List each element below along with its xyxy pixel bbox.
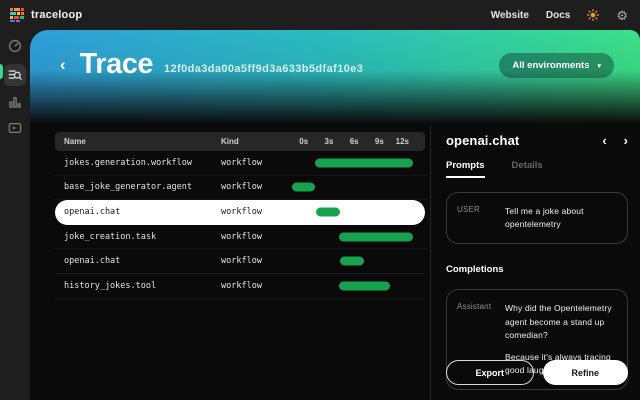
docs-link[interactable]: Docs	[545, 9, 571, 21]
spans-table-header: Name Kind 0s 3s 6s 9s 12s	[55, 132, 425, 151]
prompt-text: Tell me a joke about opentelemetry	[505, 206, 584, 230]
span-duration-bar	[315, 207, 340, 217]
span-kind: workflow	[221, 280, 262, 291]
brand[interactable]: traceloop	[10, 8, 82, 22]
chevron-down-icon: ▾	[597, 62, 601, 70]
environments-dropdown-label: All environments	[512, 60, 590, 71]
column-header-kind: Kind	[221, 137, 239, 146]
refine-button[interactable]: Refine	[542, 360, 628, 385]
span-row[interactable]: joke_creation.task workflow	[55, 225, 425, 250]
span-timeline-cell	[283, 176, 425, 200]
span-name: joke_creation.task	[64, 231, 157, 242]
back-button[interactable]: ‹	[60, 55, 66, 74]
topbar: traceloop Website Docs ⚙	[0, 0, 640, 30]
span-kind: workflow	[221, 206, 262, 217]
prompt-role-label: USER	[457, 205, 481, 214]
next-span-button[interactable]: ›	[623, 133, 628, 148]
span-timeline-cell	[283, 274, 425, 298]
bar-chart-icon	[9, 96, 21, 108]
terminal-play-icon	[8, 123, 22, 133]
brand-label: traceloop	[31, 9, 83, 21]
sidebar-item-metrics[interactable]	[7, 94, 23, 110]
span-kind: workflow	[221, 231, 262, 242]
span-kind: workflow	[221, 157, 262, 168]
span-duration-bar	[291, 182, 315, 192]
timeline-axis: 0s 3s 6s 9s 12s	[283, 137, 425, 146]
span-name: jokes.generation.workflow	[64, 157, 192, 168]
main-panel: ‹ Trace 12f0da3da00a5ff9d3a633b5dfaf10e3…	[30, 30, 640, 400]
active-nav-indicator	[0, 64, 3, 79]
sidebar	[0, 30, 30, 400]
span-name: history_jokes.tool	[64, 280, 157, 291]
list-search-icon	[8, 70, 22, 80]
settings-gear-icon[interactable]: ⚙	[616, 7, 628, 23]
timeline-tick: 0s	[299, 137, 309, 146]
detail-tabs: Prompts Details	[446, 160, 628, 178]
completion-role-label: Assistant	[457, 302, 492, 312]
timeline-tick: 12s	[395, 137, 410, 146]
span-timeline-cell	[283, 200, 425, 224]
environments-dropdown[interactable]: All environments ▾	[499, 53, 614, 78]
span-duration-bar	[314, 158, 414, 168]
column-header-name: Name	[64, 137, 86, 146]
timeline-tick: 3s	[324, 137, 334, 146]
span-timeline-cell	[283, 249, 425, 273]
span-row[interactable]: base_joke_generator.agent workflow	[55, 176, 425, 201]
completions-heading: Completions	[446, 264, 504, 276]
sidebar-item-traces[interactable]	[4, 64, 26, 86]
prompt-card: USER Tell me a joke about opentelemetry	[446, 192, 628, 245]
span-duration-bar	[339, 232, 414, 242]
span-row[interactable]: openai.chat workflow	[55, 249, 425, 274]
span-detail-panel: openai.chat ‹ › Prompts Details USER Tel…	[430, 125, 640, 400]
export-button[interactable]: Export	[446, 360, 534, 385]
traceloop-logo-icon	[10, 8, 24, 22]
span-name: openai.chat	[64, 256, 121, 267]
span-timeline-cell	[283, 225, 425, 249]
website-link[interactable]: Website	[490, 9, 529, 21]
span-timeline-cell	[283, 151, 425, 175]
prev-span-button[interactable]: ‹	[602, 133, 607, 148]
page-title: Trace	[79, 48, 154, 80]
tab-prompts[interactable]: Prompts	[446, 160, 485, 178]
span-duration-bar	[339, 256, 365, 266]
sidebar-item-dashboard[interactable]	[7, 38, 23, 54]
trace-hero: ‹ Trace 12f0da3da00a5ff9d3a633b5dfaf10e3…	[30, 30, 640, 125]
timeline-tick: 6s	[349, 137, 359, 146]
timeline-tick: 9s	[374, 137, 384, 146]
theme-sun-icon[interactable]	[587, 9, 600, 21]
tab-details[interactable]: Details	[511, 160, 543, 171]
topbar-links: Website Docs ⚙	[491, 9, 628, 22]
spans-table: Name Kind 0s 3s 6s 9s 12s jokes.generation.w…	[55, 132, 425, 299]
span-row[interactable]: jokes.generation.workflow workflow	[55, 151, 425, 176]
detail-actions: Export Refine	[446, 360, 628, 385]
span-kind: workflow	[221, 256, 262, 267]
span-detail-title: openai.chat	[446, 133, 520, 148]
span-name: openai.chat	[64, 206, 121, 217]
span-name: base_joke_generator.agent	[64, 182, 192, 193]
span-kind: workflow	[221, 182, 262, 193]
completion-paragraph: Why did the Opentelemetry agent become a…	[505, 303, 612, 340]
gauge-icon	[8, 39, 22, 53]
span-row[interactable]: history_jokes.tool workflow	[55, 274, 425, 299]
spans-table-body: jokes.generation.workflow workflow base_…	[55, 151, 425, 299]
span-row[interactable]: openai.chat workflow	[55, 200, 425, 225]
trace-id: 12f0da3da00a5ff9d3a633b5dfaf10e3	[163, 63, 364, 75]
span-duration-bar	[339, 281, 390, 291]
sidebar-item-playground[interactable]	[7, 120, 23, 136]
